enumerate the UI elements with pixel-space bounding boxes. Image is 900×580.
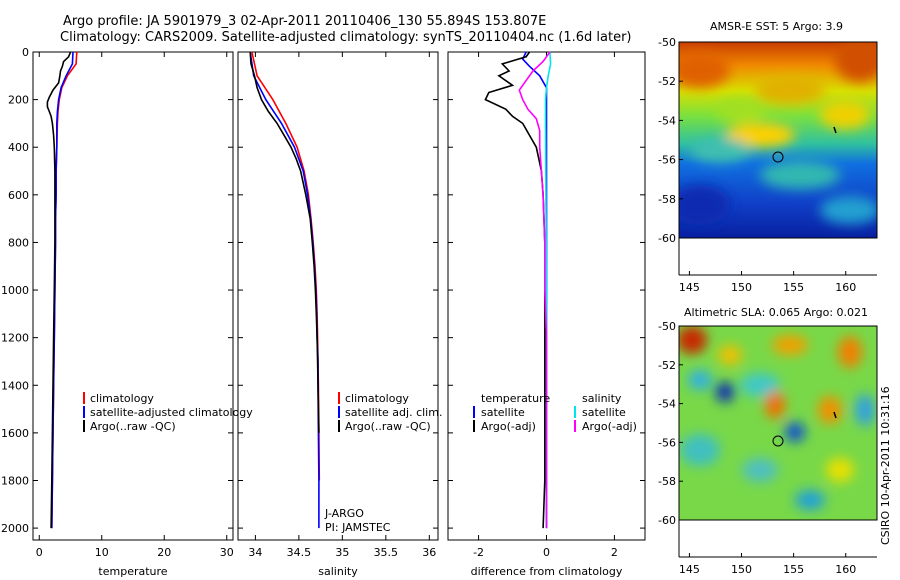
y-tick-label: 1000 [1,284,29,297]
series-line [518,51,551,529]
sst-map: AMSR-E SST: 5 Argo: 3.9 [678,20,878,239]
x-axis-label: difference from climatology [471,565,623,578]
x-tick-label: 145 [679,281,700,294]
legend-temp-argo: Argo(-adj) [481,420,536,433]
y-tick-label: 200 [8,94,29,107]
y-tick-label: 600 [8,189,29,202]
x-axis-label: salinity [318,565,358,578]
temperature-legend: climatology satellite-adjusted climatolo… [83,392,253,433]
legend-temp-satellite: satellite [481,406,525,419]
y-tick-label: -56 [658,436,676,449]
y-tick-label: 1200 [1,332,29,345]
x-tick-label: -2 [473,546,484,559]
x-axis-label: temperature [98,565,167,578]
legend-argo: Argo(..raw -QC) [345,420,431,433]
side-stamp: CSIRO 10-Apr-2011 10:31:16 [879,386,892,545]
x-tick-label: 155 [783,281,804,294]
difference-panel: -2 0 2 difference from climatology [447,51,646,578]
x-tick-label: 145 [679,563,700,576]
plot-frame [237,51,439,541]
legend-header-salinity: salinity [582,392,622,405]
x-tick-label: 34.5 [287,546,312,559]
x-tick-label: 36 [422,546,436,559]
y-tick-label: -50 [658,320,676,333]
series-line [521,51,548,529]
y-tick-label: -52 [658,75,676,88]
x-tick-label: 0 [36,546,43,559]
legend-climatology: climatology [345,392,409,405]
x-tick-label: 30 [220,546,234,559]
y-tick-label: -60 [658,514,676,527]
y-tick-label: -58 [658,193,676,206]
legend-sal-argo: Argo(-adj) [582,420,637,433]
salinity-panel: 34 34.5 35 35.5 36 salinity [237,51,439,578]
x-tick-label: 150 [731,563,752,576]
legend-satellite-adjusted: satellite-adjusted climatology [90,406,253,419]
x-tick-label: 20 [157,546,171,559]
y-tick-label: -58 [658,475,676,488]
salinity-legend: climatology satellite adj. clim. Argo(..… [324,392,442,534]
y-tick-label: -54 [658,398,676,411]
difference-legend: temperature salinity satellite Argo(-adj… [473,392,637,433]
x-tick-label: 35 [335,546,349,559]
y-tick-label: 1400 [1,379,29,392]
temperature-panel: 0 10 20 30 0 200 400 600 800 1000 1200 1400 1600 1800… [1,46,234,578]
sla-map-title: Altimetric SLA: 0.065 Argo: 0.021 [684,306,868,319]
legend-argo: Argo(..raw -QC) [90,420,176,433]
series-line [249,51,320,529]
title-line-2: Climatology: CARS2009. Satellite-adjuste… [60,30,632,45]
legend-sal-satellite: satellite [582,406,626,419]
plot-frame [32,51,234,541]
legend-satellite-adj: satellite adj. clim. [345,406,442,419]
y-tick-label: -54 [658,114,676,127]
x-tick-label: 160 [835,563,856,576]
y-tick-label: 0 [22,46,29,59]
annotation-j-argo: J-ARGO [324,507,364,520]
sst-map-title: AMSR-E SST: 5 Argo: 3.9 [710,20,843,33]
sla-map-axes: 145 150 155 160 -50 -52 -54 -56 -58 -60 [658,320,877,576]
x-tick-label: 10 [95,546,109,559]
y-tick-label: -60 [658,232,676,245]
sla-map: Altimetric SLA: 0.065 Argo: 0.021 [678,306,878,521]
y-tick-label: 1600 [1,427,29,440]
annotation-pi: PI: JAMSTEC [325,521,391,534]
x-tick-label: 34 [248,546,262,559]
y-tick-label: 400 [8,141,29,154]
y-tick-label: 1800 [1,474,29,487]
x-tick-label: 155 [783,563,804,576]
y-tick-label: -56 [658,154,676,167]
sst-map-axes: 145 150 155 160 -50 -52 -54 -56 -58 -60 [658,36,877,294]
title-line-1: Argo profile: JA 5901979_3 02-Apr-2011 2… [63,14,547,29]
x-tick-label: 150 [731,281,752,294]
series-line [249,51,320,433]
y-tick-label: 800 [8,236,29,249]
legend-header-temperature: temperature [481,392,550,405]
x-tick-label: 0 [543,546,550,559]
x-tick-label: 35.5 [374,546,399,559]
y-tick-label: -50 [658,36,676,49]
series-line [251,51,321,481]
y-tick-label: -52 [658,359,676,372]
x-tick-label: 160 [835,281,856,294]
legend-climatology: climatology [90,392,154,405]
y-tick-label: 2000 [1,522,29,535]
x-tick-label: 2 [611,546,618,559]
series-line [484,51,546,529]
series-line [46,51,72,529]
